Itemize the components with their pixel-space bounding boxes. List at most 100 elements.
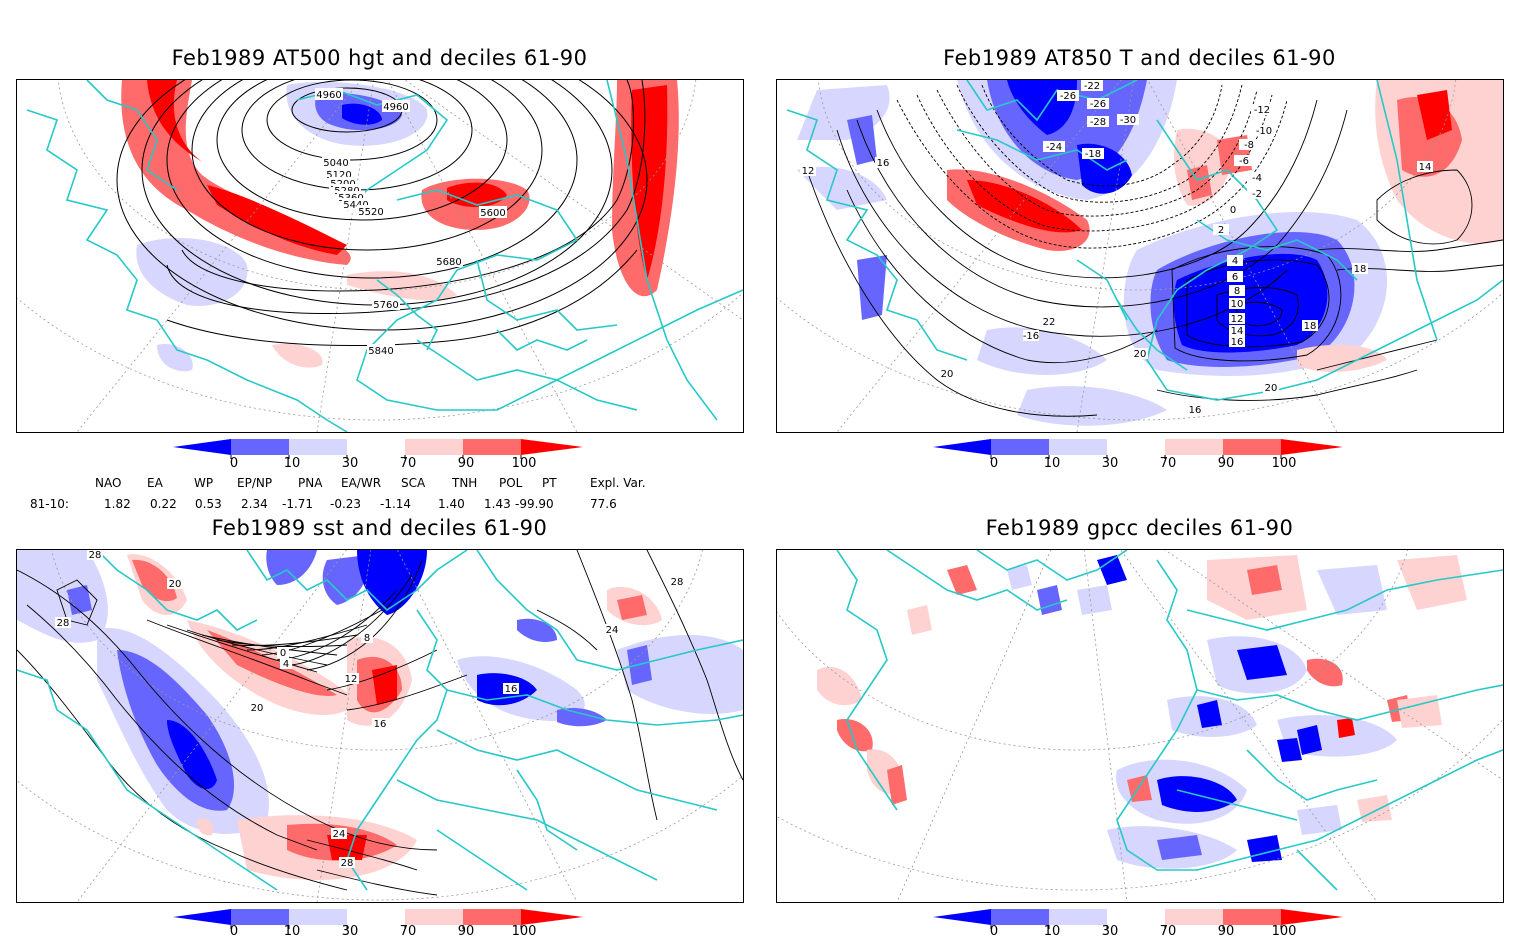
svg-text:-10: -10 [1256,126,1272,137]
svg-text:4: 4 [283,659,289,670]
svg-text:24: 24 [333,829,346,840]
contour-label: 5760 [372,298,400,311]
colorbar-tick-label: 30 [1101,924,1119,939]
contour-label: 4 [280,658,292,670]
contour-label: -18 [1082,148,1104,160]
contour-label: -22 [1081,80,1103,92]
svg-text:20: 20 [1265,383,1278,394]
contour-label: 4 [1227,255,1243,267]
contour-label: -2 [1247,188,1267,200]
svg-text:2: 2 [1218,225,1224,236]
svg-text:12: 12 [1231,314,1244,325]
contour-label: 6 [1227,271,1243,283]
index-value: 1.40 [438,497,465,511]
index-header: EP/NP [237,476,273,490]
svg-text:-4: -4 [1252,173,1262,184]
contour-label: -30 [1117,114,1139,126]
index-header: WP [194,476,214,490]
contour-label: -16 [1023,330,1039,342]
index-value: -99.90 [515,497,554,511]
svg-text:16: 16 [1231,337,1244,348]
svg-text:12: 12 [802,166,815,177]
contour-label: 12 [343,673,359,685]
colorbar-bottom-right [933,909,1343,929]
svg-text:-12: -12 [1254,105,1270,116]
index-value: -0.23 [330,497,362,511]
contour-label: 5520 [357,205,385,218]
contour-label: 18 [1302,320,1318,332]
svg-text:12: 12 [345,674,358,685]
contour-label: 12 [1229,313,1245,325]
svg-text:20: 20 [1134,349,1147,360]
colorbar-tick-label: 100 [1271,456,1297,471]
svg-text:-30: -30 [1120,115,1136,126]
index-value: 0.22 [150,497,177,511]
svg-text:8: 8 [364,633,370,644]
contour-label: 5840 [367,344,395,357]
contour-label: -26 [1057,90,1079,102]
index-value: 2.34 [241,497,268,511]
index-row-label: 81-10: [30,497,69,511]
contour-label: 20 [1263,382,1279,394]
svg-text:28: 28 [671,577,684,588]
svg-text:-6: -6 [1239,156,1249,167]
colorbar-tick-label: 90 [457,924,475,939]
svg-text:4: 4 [1232,256,1238,267]
colorbar-tick-label: 70 [399,456,417,471]
contour-label: 22 [1041,316,1057,328]
contour-label: -10 [1253,125,1275,137]
svg-text:20: 20 [169,579,182,590]
contour-label: 16 [503,683,519,695]
contour-label: -8 [1239,139,1259,151]
svg-text:5600: 5600 [480,208,505,219]
index-header: POL [499,476,523,490]
contour-label: 14 [1229,325,1245,337]
svg-text:-24: -24 [1046,142,1062,153]
contour-label: 16 [1187,404,1203,416]
colorbar-tick-label: 100 [511,924,537,939]
svg-text:5440: 5440 [343,200,368,211]
svg-text:16: 16 [505,684,518,695]
contour-label: 16 [372,718,388,730]
contour-label: 18 [1352,263,1368,275]
index-header: TNH [452,476,478,490]
colorbar-tick-label: 0 [989,924,999,939]
svg-text:5120: 5120 [326,170,351,181]
svg-text:14: 14 [1419,162,1432,173]
colorbar-tick-label: 100 [1271,924,1297,939]
contour-label: -6 [1234,155,1254,167]
index-header: PNA [298,476,323,490]
colorbar-top-right [933,439,1343,459]
svg-text:28: 28 [89,550,102,561]
svg-text:-8: -8 [1244,140,1254,151]
svg-text:18: 18 [1304,321,1317,332]
map-panel-gpcc [776,549,1504,903]
contour-label: -28 [1087,116,1109,128]
contour-label: 20 [249,702,265,714]
svg-text:14: 14 [1231,326,1244,337]
svg-text:8: 8 [1234,286,1240,297]
contour-label: 28 [87,550,103,561]
index-value: -1.14 [380,497,412,511]
svg-text:5760: 5760 [373,300,398,311]
contour-label: 16 [875,157,891,169]
index-value: 1.43 [484,497,511,511]
colorbar-top-left [173,439,583,459]
svg-text:-26: -26 [1060,91,1076,102]
colorbar-tick-label: 30 [341,456,359,471]
map-panel-hgt: 4960 4960 5040 5120 5200 5280 5360 5440 … [16,79,744,433]
contour-label: -12 [1251,104,1273,116]
svg-text:20: 20 [941,369,954,380]
svg-text:16: 16 [877,158,890,169]
svg-text:22: 22 [1043,317,1056,328]
contour-label: 20 [167,578,183,590]
colorbar-tick-label: 30 [1101,456,1119,471]
svg-text:4960: 4960 [383,102,408,113]
index-header: Expl. Var. [590,476,646,490]
colorbar-tick-label: 70 [1159,456,1177,471]
svg-text:5840: 5840 [368,346,393,357]
index-header: SCA [401,476,426,490]
svg-text:-28: -28 [1090,117,1106,128]
svg-text:16: 16 [374,719,387,730]
colorbar-tick-label: 10 [283,456,301,471]
